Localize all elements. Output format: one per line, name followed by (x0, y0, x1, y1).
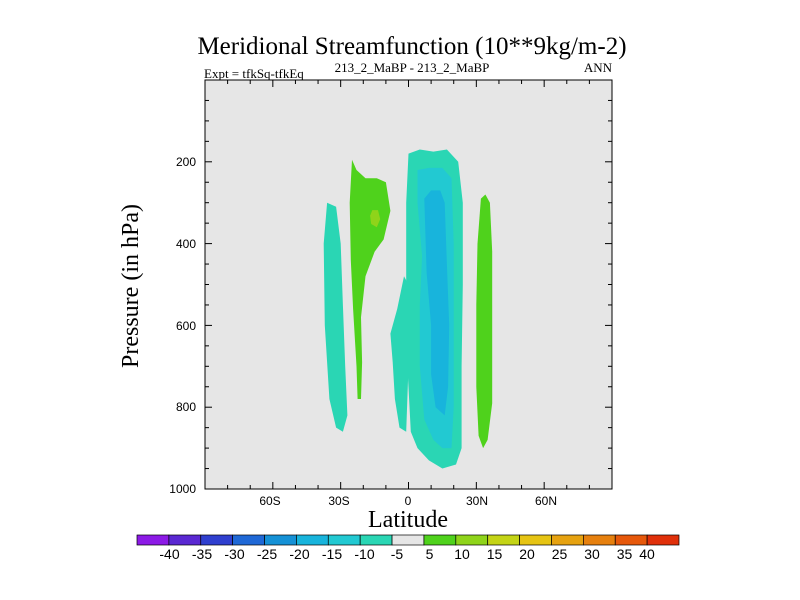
x-tick-label: 30S (328, 494, 349, 508)
colorbar-box (423, 534, 457, 546)
colorbar-box (136, 534, 170, 546)
x-tick-label: 0 (405, 494, 412, 508)
colorbar-box (487, 534, 520, 546)
colorbar-label: -25 (257, 546, 277, 562)
colorbar-label: 10 (454, 546, 470, 562)
colorbar-box (614, 534, 648, 546)
colorbar-box (646, 534, 680, 546)
contour-regions (323, 149, 493, 469)
colorbar-label: 40 (639, 546, 655, 562)
contour-region-eq-neg-core (424, 190, 450, 416)
colorbar-label: 25 (552, 546, 568, 562)
axis-ticks (205, 80, 612, 490)
contour-region-sh-narrow-neg-cell (323, 202, 348, 432)
colorbar (136, 534, 680, 546)
x-axis-label: Latitude (368, 507, 448, 533)
colorbar-label: -40 (159, 546, 179, 562)
colorbar-label: -15 (322, 546, 342, 562)
colorbar-label: -30 (224, 546, 244, 562)
contour-region-nh-pos-cell (476, 194, 493, 449)
colorbar-box (168, 534, 202, 546)
subtitle-center: 213_2_MaBP - 213_2_MaBP (335, 60, 490, 75)
colorbar-box (327, 534, 361, 546)
colorbar-box (232, 534, 265, 546)
chart-title: Meridional Streamfunction (10**9kg/m-2) (197, 33, 626, 60)
colorbar-box (519, 534, 552, 546)
x-tick-label: 60N (535, 494, 557, 508)
colorbar-label: 35 (617, 546, 633, 562)
colorbar-label: 30 (584, 546, 600, 562)
contour-region-eq-neg-lobe (390, 276, 409, 432)
y-tick-label: 200 (176, 155, 196, 169)
colorbar-label: -10 (354, 546, 374, 562)
contour-region-sh-pos-cell (349, 159, 391, 399)
colorbar-box (296, 534, 329, 546)
plot-area (204, 79, 613, 490)
subtitle-left: Expt = tfkSq-tfkEq (204, 66, 304, 81)
colorbar-label: -5 (391, 546, 404, 562)
colorbar-box (391, 534, 425, 546)
colorbar-label: 20 (519, 546, 535, 562)
y-tick-label: 1000 (169, 482, 196, 496)
colorbar-labels: -40 -35 -30 -25 -20 -15 -10 -5 5 10 15 2… (159, 546, 655, 562)
y-tick-label: 600 (176, 319, 196, 333)
subtitle-right: ANN (584, 60, 613, 75)
colorbar-box (200, 534, 233, 546)
x-tick-label: 30N (466, 494, 488, 508)
colorbar-label: -35 (192, 546, 212, 562)
colorbar-box (455, 534, 489, 546)
y-tick-label: 400 (176, 237, 196, 251)
colorbar-label: 5 (426, 546, 434, 562)
colorbar-box (359, 534, 393, 546)
colorbar-label: 15 (487, 546, 503, 562)
y-axis-label: Pressure (in hPa) (118, 204, 144, 368)
x-tick-label: 60S (259, 494, 280, 508)
y-tick-label: 800 (176, 400, 196, 414)
contour-region-sh-pos-cell-core (370, 210, 381, 228)
colorbar-box (551, 534, 584, 546)
colorbar-box (582, 534, 616, 546)
colorbar-box (264, 534, 297, 546)
colorbar-label: -20 (289, 546, 309, 562)
